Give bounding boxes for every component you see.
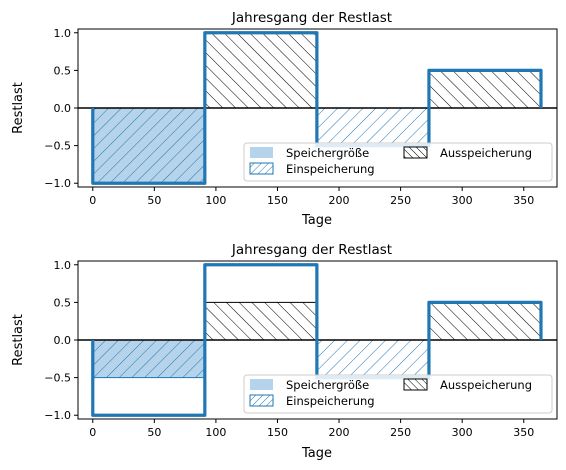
y-tick-label: 1.0 xyxy=(54,259,72,272)
x-tick-label: 100 xyxy=(205,426,226,439)
y-tick-label: 1.0 xyxy=(54,27,72,40)
legend-swatch-ausspeicherung xyxy=(403,146,428,159)
x-tick-label: 0 xyxy=(89,426,96,439)
einspeicherung-area xyxy=(92,107,206,184)
einspeicherung-area xyxy=(316,339,430,379)
x-tick-label: 200 xyxy=(329,426,350,439)
y-tick-label: 0.5 xyxy=(54,64,72,77)
restlast-line xyxy=(91,31,543,185)
x-tick-label: 50 xyxy=(147,194,161,207)
y-tick-label: 0.0 xyxy=(54,102,72,115)
y-axis-label: Restlast xyxy=(11,314,26,366)
legend-swatch-einspeicherung xyxy=(249,162,274,175)
legend-label-ausspeicherung: Ausspeicherung xyxy=(440,146,532,160)
x-tick-label: 250 xyxy=(390,194,411,207)
y-tick-label: 0.0 xyxy=(54,334,72,347)
restlast-line xyxy=(91,263,543,417)
plot-marks xyxy=(78,263,557,417)
x-tick-label: 200 xyxy=(329,194,350,207)
x-axis-label: Tage xyxy=(301,446,332,461)
x-axis: 0 50 100 150 200 250 300 350 xyxy=(89,419,534,439)
legend-swatch-speichergroesse xyxy=(250,147,273,158)
x-tick-label: 100 xyxy=(205,194,226,207)
x-axis: 0 50 100 150 200 250 300 350 xyxy=(89,187,534,207)
legend: Speichergröße Ausspeicherung Einspeicher… xyxy=(243,142,553,182)
chart-panel-2: Jahresgang der Restlast 0 50 100 150 200 250 3… xyxy=(11,242,558,461)
x-tick-label: 350 xyxy=(513,426,534,439)
legend-box xyxy=(243,374,553,414)
y-tick-label: −0.5 xyxy=(44,372,71,385)
legend-swatch-ausspeicherung xyxy=(403,378,428,391)
legend-label-einspeicherung: Einspeicherung xyxy=(286,394,375,408)
x-tick-label: 50 xyxy=(147,426,161,439)
y-axis: −1.0 −0.5 0.0 0.5 1.0 xyxy=(44,27,78,190)
legend-label-speichergroesse: Speichergröße xyxy=(286,146,369,160)
chart-panel-1: Jahresgang der Restlast 0 50 100 150 200 250 3… xyxy=(11,10,558,228)
y-axis-label: Restlast xyxy=(11,82,26,134)
y-tick-label: −1.0 xyxy=(44,177,71,190)
y-tick-label: −1.0 xyxy=(44,409,71,422)
x-tick-label: 300 xyxy=(452,194,473,207)
ausspeicherung-area xyxy=(428,301,542,341)
x-tick-label: 150 xyxy=(267,194,288,207)
legend-swatch-einspeicherung xyxy=(249,394,274,407)
ausspeicherung-area xyxy=(204,301,318,341)
chart-title: Jahresgang der Restlast xyxy=(231,10,392,26)
einspeicherung-area xyxy=(92,339,206,379)
x-tick-label: 250 xyxy=(390,426,411,439)
x-axis-label: Tage xyxy=(301,213,332,228)
y-tick-label: −0.5 xyxy=(44,140,71,153)
x-tick-label: 300 xyxy=(452,426,473,439)
legend-box xyxy=(243,142,553,182)
y-axis: −1.0 −0.5 0.0 0.5 1.0 xyxy=(44,259,78,422)
legend-label-speichergroesse: Speichergröße xyxy=(286,378,369,392)
legend-label-einspeicherung: Einspeicherung xyxy=(286,162,375,176)
legend-swatch-speichergroesse xyxy=(250,379,273,390)
x-tick-label: 0 xyxy=(89,194,96,207)
legend-label-ausspeicherung: Ausspeicherung xyxy=(440,378,532,392)
x-tick-label: 150 xyxy=(267,426,288,439)
y-tick-label: 0.5 xyxy=(54,296,72,309)
ausspeicherung-area xyxy=(204,32,318,109)
chart-title: Jahresgang der Restlast xyxy=(231,242,392,258)
ausspeicherung-area xyxy=(428,69,542,109)
x-tick-label: 350 xyxy=(513,194,534,207)
plot-marks xyxy=(78,31,557,185)
legend: Speichergröße Ausspeicherung Einspeicher… xyxy=(243,374,553,414)
einspeicherung-area xyxy=(316,107,430,147)
